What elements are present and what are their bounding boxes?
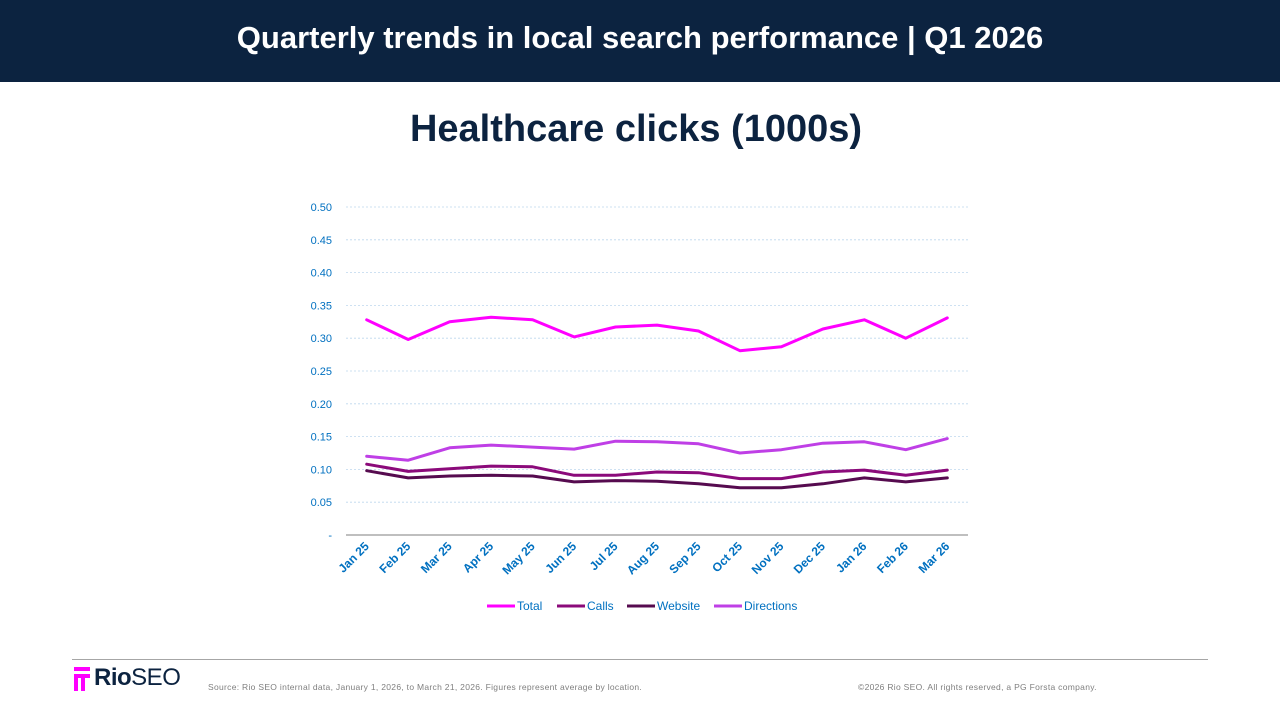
y-tick-label: -	[328, 530, 332, 542]
x-tick-label: Mar 26	[916, 539, 953, 576]
y-tick-label: 0.50	[311, 202, 332, 214]
y-tick-label: 0.15	[311, 432, 332, 444]
grid-lines	[346, 206, 968, 503]
y-tick-label: 0.20	[311, 399, 332, 411]
series-lines	[365, 315, 949, 490]
x-tick-label: Aug 25	[624, 539, 662, 577]
series-line-calls	[365, 462, 949, 481]
y-tick-label: 0.10	[311, 464, 332, 476]
source-note: Source: Rio SEO internal data, January 1…	[208, 682, 643, 692]
legend-label-total: Total	[517, 599, 542, 613]
x-tick-label: Jun 25	[542, 539, 579, 576]
x-tick-label: Feb 25	[377, 539, 414, 576]
x-tick-label: Apr 25	[460, 539, 497, 576]
legend-label-directions: Directions	[744, 599, 797, 613]
x-tick-label: Dec 25	[791, 539, 828, 576]
y-tick-label: 0.45	[311, 235, 332, 247]
y-axis-labels: - 0.05 0.10 0.15 0.20 0.25 0.30 0.35 0.40 0.45 0.5…	[311, 202, 333, 542]
x-tick-label: Feb 26	[874, 539, 911, 576]
rio-seo-logo-mark-icon	[74, 667, 90, 691]
x-tick-label: Sep 25	[666, 539, 703, 576]
y-tick-label: 0.40	[311, 268, 332, 280]
legend: Total Calls Website Directions	[487, 599, 797, 613]
x-tick-label: Oct 25	[709, 539, 745, 575]
x-axis-labels: Jan 25 Feb 25 Mar 25 Apr 25 May 25 Jun 25 Jul …	[336, 539, 953, 577]
x-tick-label: Jul 25	[587, 539, 621, 573]
chart-title: Healthcare clicks (1000s)	[409, 108, 863, 150]
legend-label-calls: Calls	[587, 599, 614, 613]
x-tick-label: Jan 26	[833, 539, 870, 576]
x-tick-label: Jan 25	[336, 539, 373, 576]
logo-wordmark: RioSEO	[94, 664, 181, 691]
footer-divider	[72, 659, 1208, 660]
legend-label-website: Website	[657, 599, 700, 613]
header-bar	[0, 0, 1280, 82]
x-tick-label: Nov 25	[749, 539, 787, 577]
series-line-total	[365, 315, 949, 353]
x-tick-label: May 25	[500, 539, 538, 577]
y-tick-label: 0.25	[311, 366, 332, 378]
y-tick-label: 0.35	[311, 300, 332, 312]
y-tick-label: 0.30	[311, 333, 332, 345]
y-tick-label: 0.05	[311, 497, 332, 509]
x-tick-label: Mar 25	[418, 539, 455, 576]
series-line-directions	[365, 437, 949, 462]
copyright-note: ©2026 Rio SEO. All rights reserved, a PG…	[858, 682, 1097, 692]
series-line-website	[365, 469, 949, 490]
slide-title: Quarterly trends in local search perform…	[236, 20, 1044, 55]
